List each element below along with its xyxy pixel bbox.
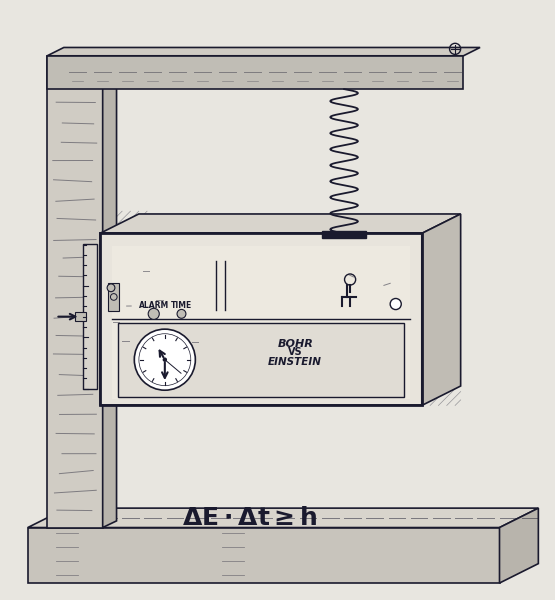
Bar (112, 245, 410, 400)
Text: $\mathbf{\Delta E \cdot \Delta t \geq h}$: $\mathbf{\Delta E \cdot \Delta t \geq h}… (182, 506, 317, 530)
Bar (100, 233, 422, 406)
Polygon shape (100, 233, 422, 406)
Circle shape (148, 308, 159, 319)
Text: BOHR: BOHR (278, 339, 313, 349)
Polygon shape (47, 56, 103, 527)
Polygon shape (100, 214, 461, 233)
Polygon shape (28, 508, 538, 527)
Text: TIME: TIME (171, 301, 192, 310)
Text: ALARM: ALARM (139, 301, 169, 310)
Bar (108, 283, 119, 311)
Bar (75, 312, 86, 321)
Text: EINSTEIN: EINSTEIN (268, 357, 322, 367)
Circle shape (163, 358, 167, 362)
Circle shape (107, 284, 115, 292)
Polygon shape (422, 214, 461, 406)
Bar (83, 244, 97, 389)
Polygon shape (28, 527, 500, 583)
Text: VS: VS (288, 347, 302, 357)
Bar (322, 231, 366, 238)
Polygon shape (47, 56, 463, 89)
Polygon shape (103, 49, 117, 527)
Circle shape (177, 310, 186, 318)
Polygon shape (47, 47, 480, 56)
Circle shape (390, 298, 401, 310)
Polygon shape (500, 508, 538, 583)
Circle shape (134, 329, 195, 390)
Bar (118, 323, 404, 397)
